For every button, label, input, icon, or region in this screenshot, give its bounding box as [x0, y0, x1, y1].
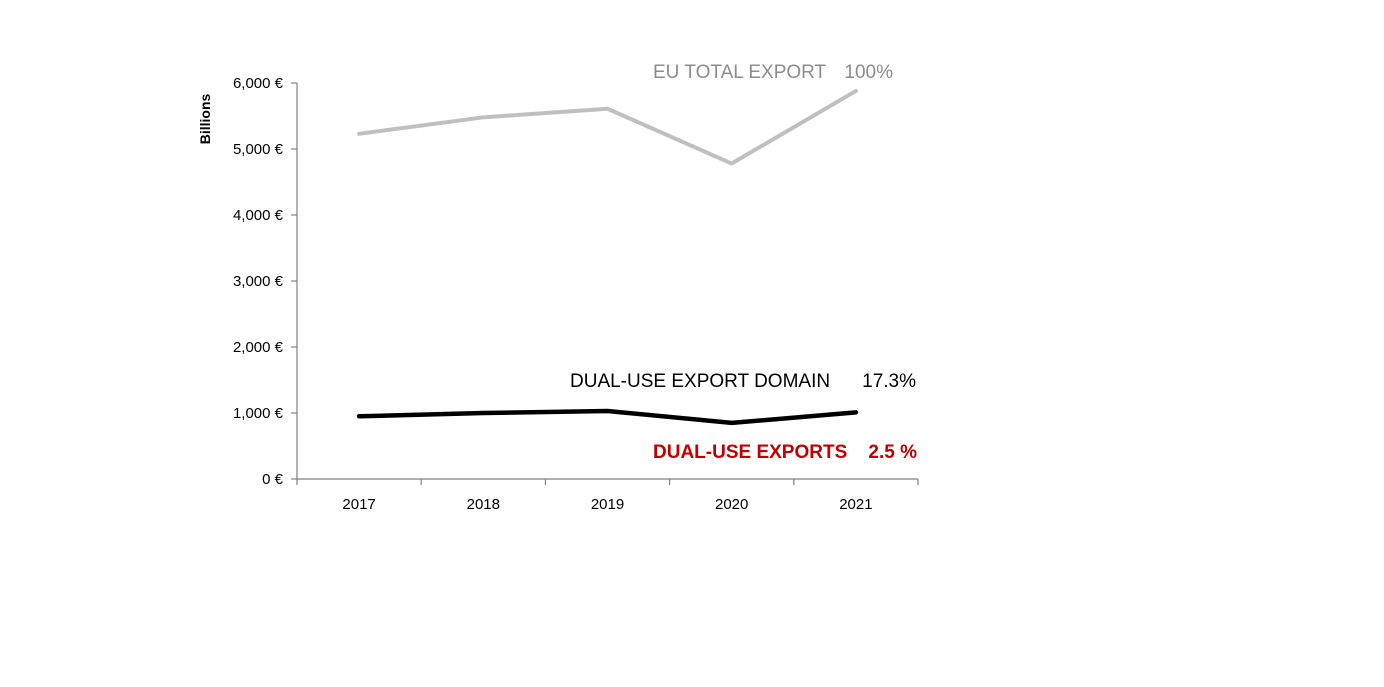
- dual-use-domain-annotation: DUAL-USE EXPORT DOMAIN: [570, 371, 830, 392]
- y-tick-label: 2,000 €: [233, 339, 284, 356]
- x-tick-label: 2021: [839, 496, 872, 513]
- x-tick-label: 2018: [467, 496, 500, 513]
- y-axis-label: Billions: [197, 94, 213, 145]
- annotations: Billions EU TOTAL EXPORT 100% DUAL-USE E…: [197, 62, 917, 463]
- dual-use-exports-pct: 2.5 %: [868, 442, 917, 463]
- y-tick-label: 4,000 €: [233, 207, 284, 224]
- y-tick-label: 0 €: [262, 471, 284, 488]
- dual-use-exports-annotation: DUAL-USE EXPORTS: [653, 442, 847, 463]
- x-tick-label: 2019: [591, 496, 624, 513]
- y-tick-label: 6,000 €: [233, 75, 284, 92]
- total-export-pct: 100%: [844, 62, 893, 83]
- total-export-annotation: EU TOTAL EXPORT: [653, 62, 827, 83]
- y-tick-label: 1,000 €: [233, 405, 284, 422]
- y-tick-label: 3,000 €: [233, 273, 284, 290]
- dual-use-domain-pct: 17.3%: [862, 371, 916, 392]
- y-tick-label: 5,000 €: [233, 141, 284, 158]
- series-line-dual-use-export-domain: [356, 408, 859, 426]
- axes: 0 € 1,000 € 2,000 € 3,000 € 4,000 € 5,000 € 6,…: [233, 75, 919, 513]
- series-group: [356, 88, 859, 426]
- x-tick-label: 2020: [715, 496, 748, 513]
- series-line-eu-total-export: [357, 88, 858, 166]
- x-tick-label: 2017: [342, 496, 375, 513]
